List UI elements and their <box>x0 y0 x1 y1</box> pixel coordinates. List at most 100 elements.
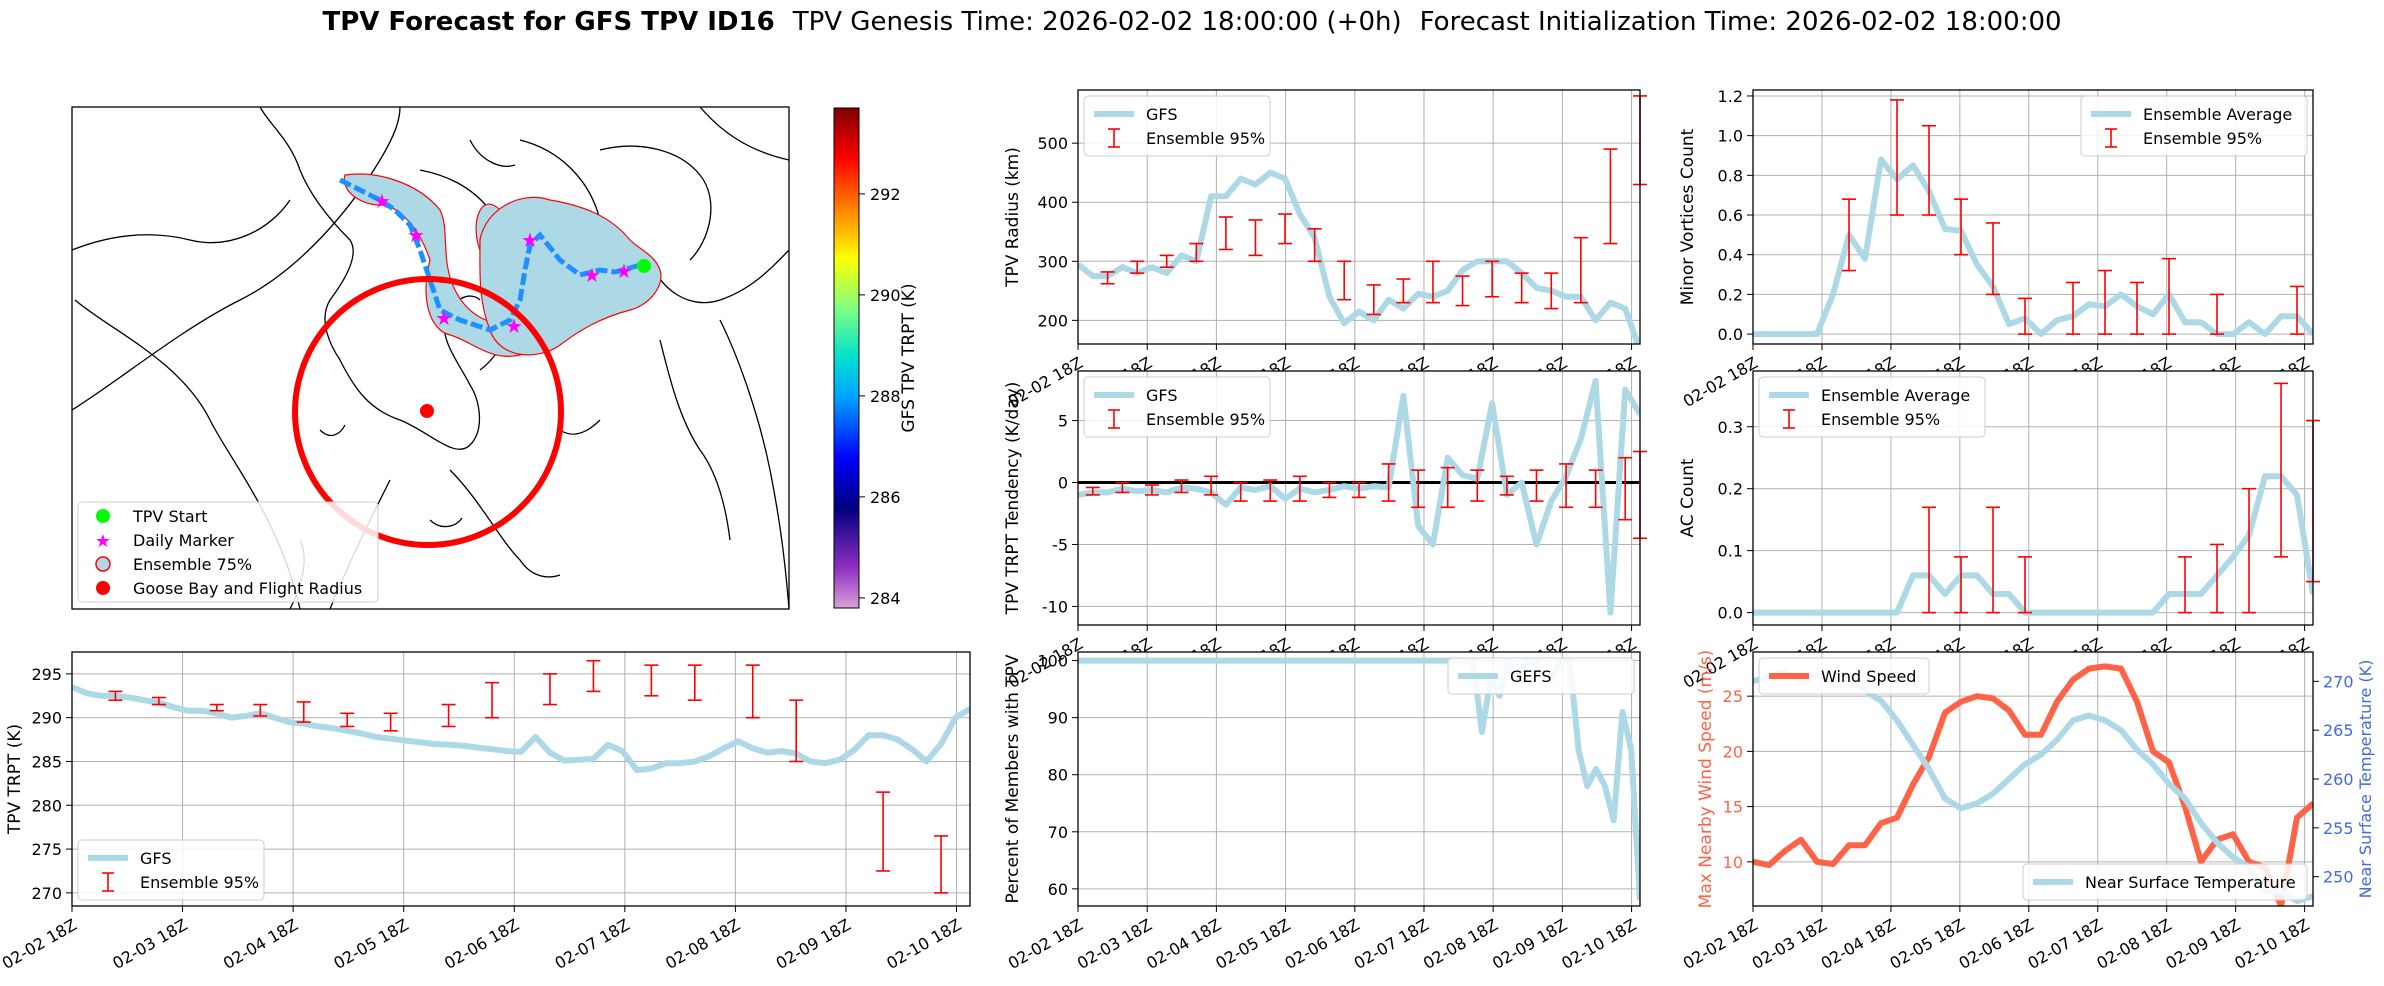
error-bar <box>2018 556 2032 614</box>
plot-frame <box>1752 651 2314 907</box>
error-bar <box>1573 236 1588 304</box>
tpv-track <box>338 177 641 333</box>
error-bar <box>1618 456 1633 521</box>
plot-frame <box>1752 89 2314 345</box>
error-bar <box>1922 124 1936 216</box>
x-tick-label: 02-06 18Z <box>1956 915 2037 973</box>
colorbar-tick-label: 288 <box>870 387 901 406</box>
error-bar <box>1470 469 1485 502</box>
legend-star-icon: ★ <box>95 531 111 552</box>
x-tick-label: 02-09 18Z <box>773 915 854 973</box>
legend-label: Ensemble 95% <box>1146 129 1265 148</box>
y-tick-label: 1.0 <box>1718 127 1743 146</box>
y-tick-label: 0.6 <box>1718 206 1743 225</box>
error-bar <box>2018 297 2032 335</box>
error-bar <box>1322 481 1337 499</box>
x-tick-label: 02-04 18Z <box>1143 915 1224 973</box>
legend-label: Ensemble Average <box>1821 386 1970 405</box>
error-bar <box>1954 198 1968 256</box>
y2-tick-label: 270 <box>2323 672 2354 691</box>
error-bar <box>108 690 123 701</box>
y-tick-label: 275 <box>31 840 62 859</box>
chart-trpt: 02-02 18Z 02-03 18Z 02-04 18Z 02-05 18Z 02-0… <box>0 651 971 973</box>
y-tick-label: -10 <box>1042 597 1068 616</box>
chart-legend: Ensemble Average Ensemble 95% <box>2080 95 2308 157</box>
error-bar <box>1144 484 1159 496</box>
error-bar <box>1588 469 1603 509</box>
y2-tick-label: 250 <box>2323 868 2354 887</box>
y-tick-label: 290 <box>31 709 62 728</box>
y-tick-label: 60 <box>1048 880 1068 899</box>
error-bar <box>1278 213 1293 245</box>
error-bar <box>745 664 760 719</box>
tpv-start-marker <box>637 259 651 273</box>
y-tick-label: 400 <box>1037 193 1068 212</box>
error-bar <box>2098 269 2112 335</box>
y-tick-label: 25 <box>1723 687 1743 706</box>
error-bar <box>1425 260 1440 304</box>
error-bar <box>2242 487 2256 614</box>
x-tick-label: 02-10 18Z <box>2231 915 2312 973</box>
legend-goosebay: Goose Bay and Flight Radius <box>133 579 362 598</box>
y-tick-label: 10 <box>1723 853 1743 872</box>
y-tick-label: 0.4 <box>1718 246 1743 265</box>
error-bar <box>542 673 557 706</box>
y2-tick-label: 265 <box>2323 721 2354 740</box>
svg-text:★: ★ <box>505 314 523 338</box>
error-bar <box>253 703 268 717</box>
map-frame <box>71 106 790 610</box>
figure-title: TPV Forecast for GFS TPV ID16 TPV Genesis… <box>322 7 2061 37</box>
error-bar <box>383 712 398 732</box>
error-bar <box>151 696 166 706</box>
x-tick-label: 02-03 18Z <box>109 915 190 973</box>
x-tick-label: 02-10 18Z <box>883 915 964 973</box>
colorbar-tick-label: 286 <box>870 488 901 507</box>
x-tick-label: 02-02 18Z <box>0 915 80 973</box>
error-bar <box>2162 257 2176 335</box>
y-tick-label: 500 <box>1037 134 1068 153</box>
y-tick-label: 200 <box>1037 311 1068 330</box>
error-bar <box>1986 222 2000 296</box>
plot-frame <box>1077 370 1641 626</box>
error-bar <box>1411 469 1426 509</box>
colorbar-label: GFS TPV TRPT (K) <box>899 283 919 432</box>
x-tick-label: 02-07 18Z <box>1351 915 1432 973</box>
x-tick-label: 02-08 18Z <box>2093 915 2174 973</box>
legend-label: Ensemble 95% <box>140 873 259 892</box>
y-tick-label: 0.1 <box>1718 542 1743 561</box>
goose-bay-marker <box>420 404 434 418</box>
error-bar <box>485 681 500 719</box>
x-tick-label: 02-02 18Z <box>1005 915 1086 973</box>
error-bar <box>1233 481 1248 502</box>
chart-legend: Ensemble Average Ensemble 95% <box>1758 376 1986 438</box>
legend-start-icon <box>96 509 110 523</box>
y-tick-label: 0.8 <box>1718 166 1743 185</box>
x-tick-label: 02-09 18Z <box>2162 915 2243 973</box>
x-tick-label: 02-07 18Z <box>2024 915 2105 973</box>
legend-label: GEFS <box>1510 667 1552 686</box>
svg-text:★: ★ <box>435 306 453 330</box>
error-bar <box>340 712 355 728</box>
svg-text:★: ★ <box>615 259 633 283</box>
map-panel: ★ ★ ★ ★ ★ ★ ★ TPV Start ★ Daily Marker Ensembl… <box>71 106 919 610</box>
svg-text:★: ★ <box>583 263 601 287</box>
error-bar <box>296 701 311 723</box>
y-tick-label: 0.0 <box>1718 604 1743 623</box>
y2-tick-label: 255 <box>2323 819 2354 838</box>
error-bar <box>1603 148 1618 245</box>
error-bar <box>1396 278 1411 304</box>
error-bar <box>2210 293 2224 335</box>
x-tick-label: 02-02 18Z <box>1680 353 1761 411</box>
title-bold: TPV Forecast for GFS TPV ID16 <box>322 7 774 37</box>
y-tick-label: 0.2 <box>1718 480 1743 499</box>
error-bar <box>2130 281 2144 335</box>
y-tick-label: 285 <box>31 752 62 771</box>
error-bar <box>1986 506 2000 614</box>
plot-frame <box>1077 89 1641 345</box>
error-bar <box>1514 272 1529 304</box>
error-bar <box>2210 543 2224 614</box>
error-bar <box>441 703 456 728</box>
